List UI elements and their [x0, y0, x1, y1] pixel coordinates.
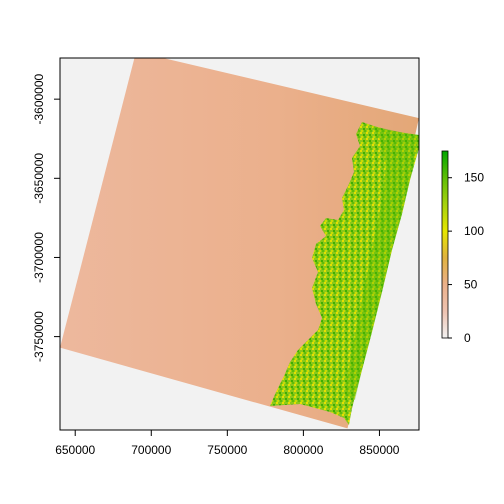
legend-tick-label: 50 [464, 278, 478, 292]
y-tick-label: -3600000 [32, 73, 46, 124]
legend-color-bar [441, 150, 449, 339]
y-tick-label: -3650000 [32, 153, 46, 204]
raster-vegetation-shade [345, 126, 419, 400]
x-axis: 650000 700000 750000 800000 850000 [55, 429, 400, 457]
legend-ticks: 0 50 100 150 [448, 171, 484, 345]
raster-vegetation-zone [270, 122, 419, 425]
legend-tick-label: 0 [464, 331, 471, 345]
plot-area [59, 57, 420, 431]
legend-tick-label: 100 [464, 224, 484, 238]
legend-tick-label: 150 [464, 171, 484, 185]
x-tick-label: 800000 [283, 443, 323, 457]
x-tick-label: 700000 [131, 443, 171, 457]
color-legend: 0 50 100 150 [441, 150, 484, 345]
x-tick-label: 750000 [207, 443, 247, 457]
y-tick-label: -3700000 [32, 232, 46, 283]
y-axis: -3600000 -3650000 -3700000 -3750000 [32, 73, 61, 362]
y-tick-label: -3750000 [32, 311, 46, 362]
x-tick-label: 650000 [55, 443, 95, 457]
x-tick-label: 850000 [359, 443, 399, 457]
